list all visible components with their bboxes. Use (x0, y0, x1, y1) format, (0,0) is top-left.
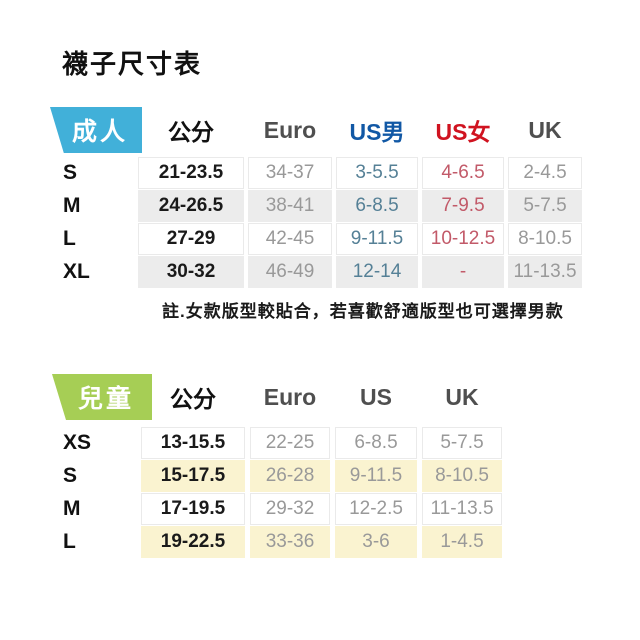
note-text: 註.女款版型較貼合，若喜歡舒適版型也可選擇男款 (162, 302, 564, 321)
cell-cm: 19-22.5 (141, 526, 245, 558)
adult-tag: 成人 (50, 107, 142, 153)
table-row: S 21-23.5 34-37 3-5.5 4-6.5 2-4.5 (62, 157, 582, 189)
table-row: M 24-26.5 38-41 6-8.5 7-9.5 5-7.5 (62, 190, 582, 222)
children-tag: 兒童 (52, 374, 152, 420)
cell-us: 6-8.5 (335, 427, 417, 459)
children-header-row: 公分 Euro US UK (62, 374, 502, 420)
adult-header-row: 公分 Euro US男 US女 UK (62, 107, 582, 153)
cell-us-women: 10-12.5 (422, 223, 504, 255)
header-euro: Euro (263, 116, 317, 143)
cell-cm: 24-26.5 (138, 190, 244, 222)
size-label: L (63, 227, 76, 250)
cell-uk: 11-13.5 (508, 256, 582, 288)
cell-uk: 5-7.5 (508, 190, 582, 222)
cell-euro: 38-41 (248, 190, 332, 222)
cell-uk: 8-10.5 (422, 460, 502, 492)
cell-uk: 5-7.5 (422, 427, 502, 459)
header-us-women: US女 (435, 119, 491, 145)
table-row: L 19-22.5 33-36 3-6 1-4.5 (62, 526, 502, 558)
table-row: L 27-29 42-45 9-11.5 10-12.5 8-10.5 (62, 223, 582, 255)
cell-uk: 8-10.5 (508, 223, 582, 255)
page-title: 襪子尺寸表 (62, 49, 203, 79)
cell-us: 12-2.5 (335, 493, 417, 525)
size-label: S (63, 464, 78, 487)
size-label: M (63, 194, 81, 217)
cell-cm: 30-32 (138, 256, 244, 288)
cell-cm: 15-17.5 (141, 460, 245, 492)
cell-uk: 1-4.5 (422, 526, 502, 558)
cell-us-men: 6-8.5 (336, 190, 418, 222)
cell-euro: 29-32 (250, 493, 330, 525)
size-label: M (63, 497, 81, 520)
cell-us-men: 12-14 (336, 256, 418, 288)
cell-us-women: 4-6.5 (422, 157, 504, 189)
header-cm: 公分 (170, 386, 216, 412)
cell-euro: 26-28 (250, 460, 330, 492)
cell-euro: 22-25 (250, 427, 330, 459)
cell-uk: 2-4.5 (508, 157, 582, 189)
cell-us-men: 3-5.5 (336, 157, 418, 189)
cell-euro: 33-36 (250, 526, 330, 558)
cell-cm: 27-29 (138, 223, 244, 255)
header-uk: UK (445, 383, 479, 410)
cell-us-women: 7-9.5 (422, 190, 504, 222)
header-cm: 公分 (168, 119, 214, 145)
header-euro: Euro (263, 383, 317, 410)
size-label: XL (63, 260, 90, 283)
header-uk: UK (528, 116, 562, 143)
cell-uk: 11-13.5 (422, 493, 502, 525)
cell-euro: 34-37 (248, 157, 332, 189)
cell-cm: 13-15.5 (141, 427, 245, 459)
table-row: S 15-17.5 26-28 9-11.5 8-10.5 (62, 460, 502, 492)
header-us: US (360, 383, 392, 410)
size-label: S (63, 161, 78, 184)
header-us-men: US男 (349, 119, 405, 145)
cell-us: 3-6 (335, 526, 417, 558)
cell-us-women: - (422, 256, 504, 288)
table-row: XL 30-32 46-49 12-14 - 11-13.5 (62, 256, 582, 288)
size-label: L (63, 530, 76, 553)
cell-cm: 21-23.5 (138, 157, 244, 189)
table-row: M 17-19.5 29-32 12-2.5 11-13.5 (62, 493, 502, 525)
children-rows: XS 13-15.5 22-25 6-8.5 5-7.5 S 15-17.5 2… (62, 427, 502, 558)
table-row: XS 13-15.5 22-25 6-8.5 5-7.5 (62, 427, 502, 459)
cell-us-men: 9-11.5 (336, 223, 418, 255)
cell-cm: 17-19.5 (141, 493, 245, 525)
size-label: XS (63, 431, 92, 454)
cell-euro: 42-45 (248, 223, 332, 255)
adult-rows: S 21-23.5 34-37 3-5.5 4-6.5 2-4.5 M 24-2… (62, 157, 582, 288)
cell-euro: 46-49 (248, 256, 332, 288)
cell-us: 9-11.5 (335, 460, 417, 492)
